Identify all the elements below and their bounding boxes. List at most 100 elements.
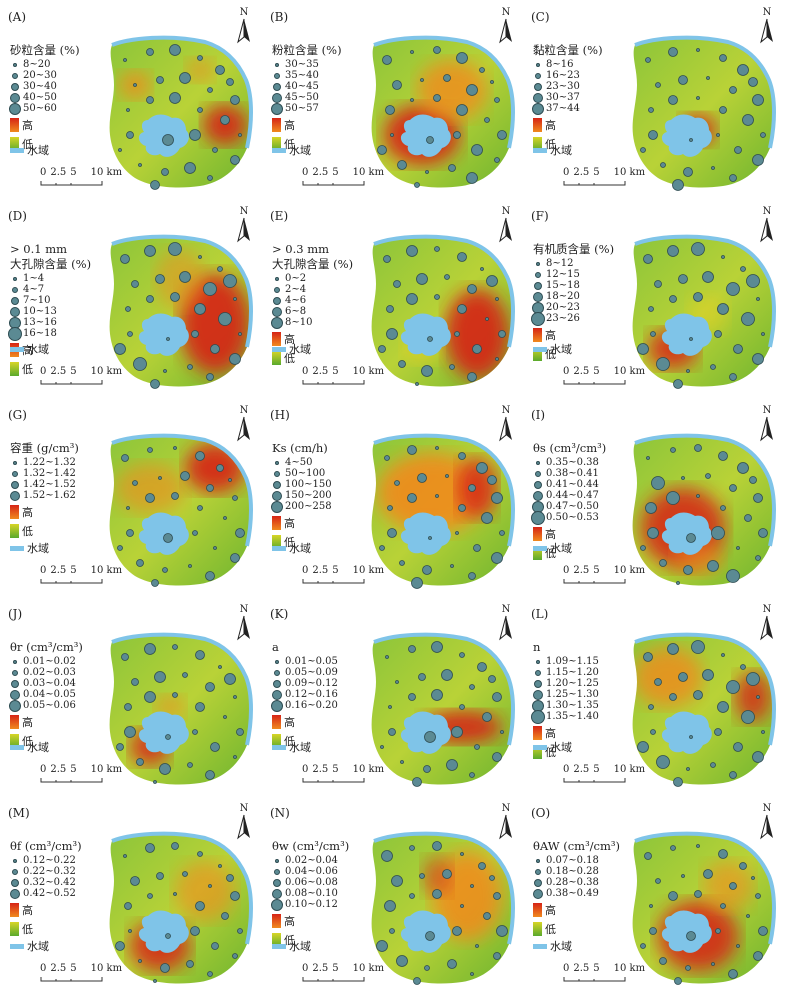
north-arrow: N xyxy=(236,207,252,247)
legend-class: 20~30 xyxy=(10,70,80,81)
sample-point xyxy=(457,252,467,262)
sample-point xyxy=(379,545,385,551)
sample-point xyxy=(459,652,465,658)
high-label: 高 xyxy=(22,715,33,729)
high-swatch xyxy=(533,726,542,740)
north-arrow: N xyxy=(498,406,514,446)
class-symbol xyxy=(535,62,540,67)
sample-point xyxy=(223,516,227,520)
sample-point xyxy=(475,944,479,948)
sample-point xyxy=(123,854,127,858)
lake xyxy=(661,910,712,953)
sample-point xyxy=(472,344,482,354)
scale-tick-label: 0 xyxy=(563,167,570,178)
sample-point xyxy=(230,95,240,105)
sample-point xyxy=(702,271,714,283)
sample-point xyxy=(433,94,441,102)
sample-point xyxy=(499,530,505,536)
sample-point xyxy=(493,952,501,960)
class-symbol xyxy=(274,858,279,863)
sample-point xyxy=(714,728,722,736)
sample-point xyxy=(646,456,650,460)
class-symbol xyxy=(10,679,19,688)
sample-point xyxy=(233,755,237,759)
scale-line xyxy=(302,579,365,584)
legend-class: 0.44~0.47 xyxy=(532,490,606,501)
sample-point xyxy=(144,691,156,703)
sample-point xyxy=(678,274,688,284)
scale-tick-label: 10 km xyxy=(352,167,385,178)
legend-class-label: 1.52~1.62 xyxy=(23,490,76,501)
class-symbol xyxy=(274,460,279,465)
north-arrow-icon xyxy=(237,814,250,840)
legend: 粉粒含量 (%) 30~35 35~40 40~45 45~50 50~57 高低 xyxy=(270,44,342,152)
river xyxy=(634,234,776,348)
class-symbol xyxy=(273,286,280,293)
legend-title: 砂粒含量 (%) xyxy=(10,43,80,57)
sample-point xyxy=(442,869,452,879)
scale-tick-label: 0 xyxy=(302,565,309,576)
scale-tick-label: 2.5 xyxy=(312,963,329,974)
legend-class: 0.38~0.49 xyxy=(532,888,620,899)
class-symbol xyxy=(9,92,20,103)
sample-point xyxy=(455,531,459,535)
river xyxy=(634,35,776,149)
river xyxy=(634,831,776,945)
legend-class-label: 1.30~1.35 xyxy=(546,700,599,711)
low-swatch xyxy=(10,922,19,936)
low-label: 低 xyxy=(284,137,295,151)
legend-class-label: 0.05~0.09 xyxy=(285,667,338,678)
map-panel-a: (A) 砂粒含量 (%) 8~20 20~30 30~40 40~50 50~60 高低水域 0… xyxy=(0,0,262,199)
scale-bar: 0 2.5 5 10 km xyxy=(40,167,122,189)
sample-point xyxy=(654,678,662,686)
sample-point xyxy=(469,684,475,690)
sample-point xyxy=(640,943,646,949)
legend-class-label: 30~35 xyxy=(285,59,319,70)
scale-tick-label: 0 xyxy=(563,366,570,377)
legend-class-label: 0.38~0.49 xyxy=(546,888,599,899)
north-arrow-icon xyxy=(760,217,773,243)
river xyxy=(111,632,253,746)
sample-point xyxy=(737,64,749,76)
sample-point xyxy=(424,731,436,743)
map-raster xyxy=(632,433,776,586)
sample-point xyxy=(124,703,132,711)
sample-point xyxy=(206,373,214,381)
sample-point xyxy=(223,715,227,719)
sample-point xyxy=(659,559,667,567)
sample-point xyxy=(428,536,432,540)
sample-point xyxy=(130,876,140,886)
scale-tick-label: 0 xyxy=(563,764,570,775)
sample-point xyxy=(479,67,485,73)
hotspot xyxy=(115,463,185,513)
sample-point xyxy=(160,963,170,973)
sample-point xyxy=(496,925,508,937)
scale-bar: 0 2.5 5 10 km xyxy=(302,366,384,388)
low-swatch xyxy=(272,933,281,947)
legend-class: 40~50 xyxy=(9,92,80,103)
sample-point xyxy=(434,246,440,252)
map-panel-k: (K) a 0.01~0.05 0.05~0.09 0.09~0.12 0.12~0.16… xyxy=(262,597,524,796)
north-label: N xyxy=(239,604,249,615)
legend-class: 18~20 xyxy=(532,291,614,302)
sample-point xyxy=(192,729,198,735)
river xyxy=(373,234,515,348)
map-raster xyxy=(371,234,515,387)
sample-point xyxy=(163,369,167,373)
sample-point xyxy=(383,255,391,263)
lake xyxy=(661,114,712,157)
legend-class-label: 0.22~0.32 xyxy=(23,866,76,877)
sample-point xyxy=(466,84,478,96)
sample-point xyxy=(468,572,476,580)
low-swatch xyxy=(272,351,281,365)
class-symbol xyxy=(9,689,20,700)
legend: 有机质含量 (%) 8~12 12~15 15~18 18~20 20~23 23~26 高低 xyxy=(530,243,614,362)
legend-class: 0.42~0.52 xyxy=(9,888,82,899)
low-swatch xyxy=(10,734,19,748)
sample-point xyxy=(497,130,507,140)
sample-point xyxy=(171,492,179,500)
legend-high: 高 xyxy=(272,714,338,730)
scale-bar: 0 2.5 5 10 km xyxy=(563,963,645,985)
sample-point xyxy=(212,147,218,153)
legend-class: 23~30 xyxy=(533,81,603,92)
